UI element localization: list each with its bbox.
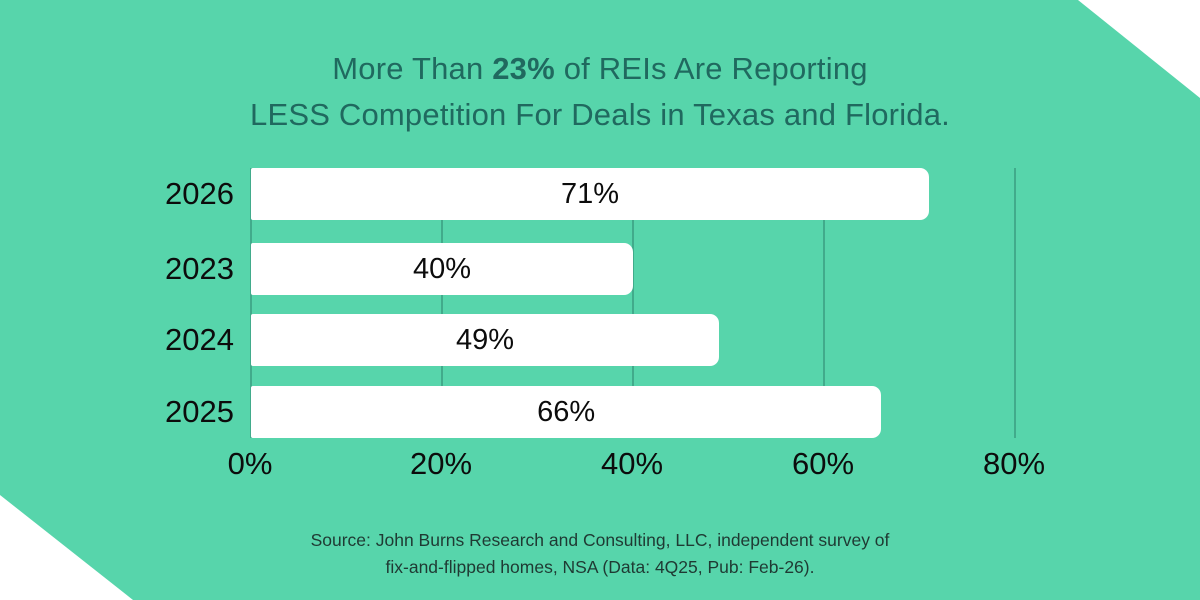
category-label: 2024 xyxy=(165,322,234,357)
bar-row-2024: 2024 49% xyxy=(165,314,1070,366)
source-line1: Source: John Burns Research and Consulti… xyxy=(310,530,890,550)
chart-title-line2: LESS Competition For Deals in Texas and … xyxy=(250,97,950,132)
bar-2025: 66% xyxy=(251,385,882,438)
bar-row-2023: 2023 40% xyxy=(165,242,1070,295)
source-attribution: Source: John Burns Research and Consulti… xyxy=(0,527,1200,581)
category-label: 2026 xyxy=(165,176,234,211)
category-label: 2023 xyxy=(165,250,234,286)
title-prefix: More Than xyxy=(332,51,493,86)
bar-2024: 49% xyxy=(251,314,719,366)
title-highlight: 23% xyxy=(492,51,555,86)
x-tick-60: 60% xyxy=(791,446,855,481)
bar-value-label: 40% xyxy=(412,252,472,285)
x-axis: 0% 20% 40% 60% 80% xyxy=(228,446,1070,486)
x-tick-40: 40% xyxy=(600,446,664,481)
chart-title: More Than 23% of REIs Are Reporting LESS… xyxy=(0,46,1200,138)
source-line2: fix-and-flipped homes, NSA (Data: 4Q25, … xyxy=(385,557,815,577)
gridlines xyxy=(250,168,1070,438)
bar-value-label: 66% xyxy=(537,395,596,428)
bar-value-label: 71% xyxy=(561,178,620,210)
bar-chart: 2023 40% 2024 49% 2025 66% 2026 71% 0% xyxy=(165,168,1070,481)
title-suffix: of REIs Are Reporting xyxy=(554,51,868,86)
bar-row-2025: 2025 66% xyxy=(165,385,1070,438)
x-tick-0: 0% xyxy=(227,446,273,481)
chart-title-line1: More Than 23% of REIs Are Reporting xyxy=(0,46,1200,92)
bar-2026: 71% xyxy=(251,168,930,220)
gridline xyxy=(250,168,252,438)
category-label: 2025 xyxy=(165,393,234,429)
gridline xyxy=(1014,168,1016,438)
bar-row-2026: 2026 71% xyxy=(165,168,1070,220)
bar-value-label: 49% xyxy=(455,324,514,356)
x-tick-80: 80% xyxy=(982,446,1046,481)
bar-2023: 40% xyxy=(251,242,633,295)
gridline xyxy=(823,168,825,438)
x-tick-20: 20% xyxy=(409,446,473,481)
gridline xyxy=(441,168,443,438)
gridline xyxy=(632,168,634,438)
